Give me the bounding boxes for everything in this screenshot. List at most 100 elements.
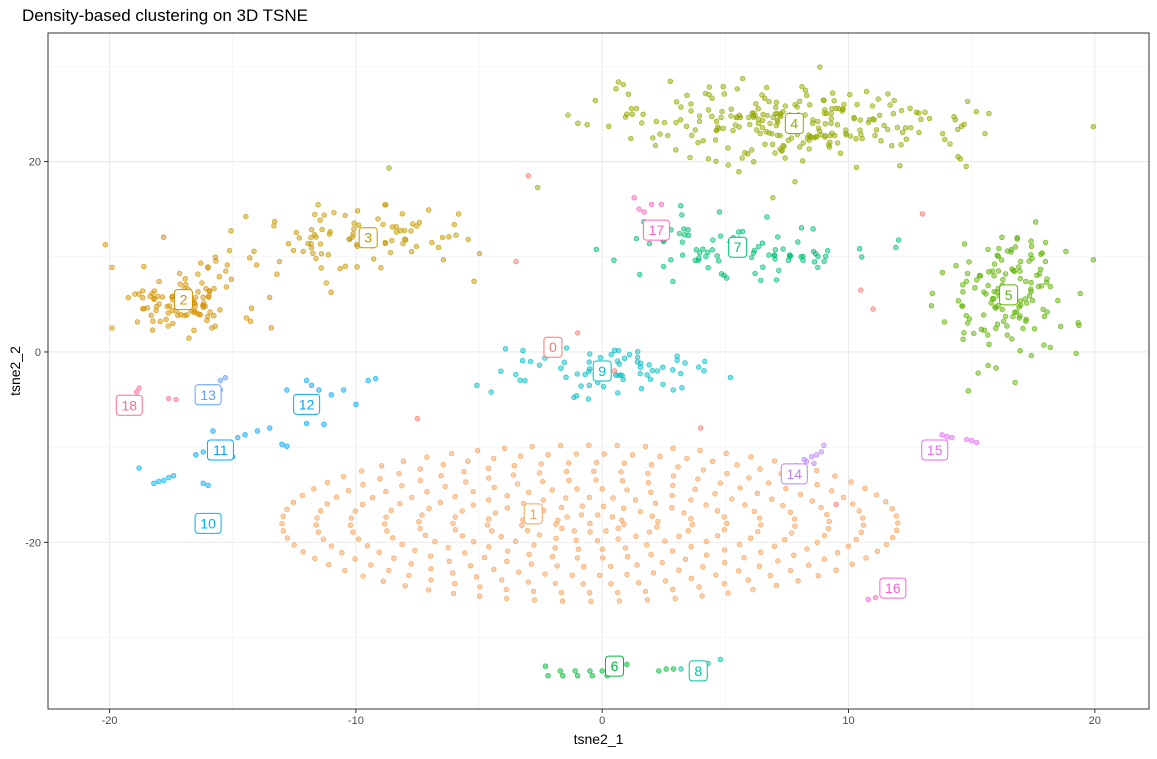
data-point	[153, 303, 160, 310]
data-point	[563, 468, 570, 475]
data-point	[166, 474, 172, 481]
data-point	[148, 312, 155, 318]
data-point	[898, 107, 905, 114]
data-point	[757, 466, 763, 472]
data-point	[1017, 275, 1023, 282]
data-point	[396, 470, 402, 477]
data-point	[365, 377, 371, 384]
data-point	[745, 577, 751, 583]
data-point	[318, 251, 325, 257]
data-point	[414, 415, 421, 422]
data-point	[563, 374, 569, 380]
data-point	[815, 264, 821, 271]
data-point	[1014, 236, 1020, 242]
data-point	[342, 263, 348, 269]
data-point	[873, 492, 880, 498]
data-point	[964, 98, 971, 105]
data-point	[280, 513, 286, 520]
data-point	[759, 124, 766, 131]
data-point	[765, 480, 772, 486]
data-point	[751, 508, 757, 515]
data-point	[462, 550, 468, 556]
data-point	[1057, 323, 1064, 330]
data-point	[706, 84, 712, 90]
data-point	[700, 246, 706, 252]
data-point	[328, 543, 334, 549]
data-point	[702, 358, 708, 365]
data-point	[1012, 379, 1018, 386]
data-point	[893, 513, 899, 519]
y-tick-label: 20	[29, 157, 41, 169]
data-point	[317, 217, 323, 223]
data-point	[849, 561, 855, 567]
data-point	[863, 88, 870, 95]
cluster-label-box	[605, 655, 625, 677]
data-point	[825, 525, 832, 532]
data-point	[985, 246, 991, 253]
data-point	[337, 265, 343, 272]
data-point	[267, 425, 273, 431]
data-point	[703, 502, 709, 508]
data-point	[247, 318, 254, 324]
data-point	[714, 533, 721, 539]
data-point	[758, 277, 764, 284]
data-point	[503, 586, 509, 593]
data-point	[762, 141, 768, 148]
data-point	[1000, 318, 1007, 325]
data-point	[311, 232, 318, 238]
data-point	[377, 476, 383, 482]
data-point	[465, 236, 471, 243]
data-point	[552, 545, 558, 551]
data-point	[669, 548, 676, 554]
data-point	[873, 127, 880, 133]
data-point	[845, 543, 851, 549]
data-point	[756, 515, 763, 521]
data-point	[810, 248, 817, 255]
data-point	[870, 306, 876, 312]
data-point	[688, 497, 694, 503]
data-point	[676, 230, 683, 237]
data-point	[653, 118, 659, 125]
data-point	[242, 432, 248, 438]
data-point	[922, 109, 928, 115]
data-point	[966, 316, 972, 322]
data-point	[419, 512, 425, 518]
data-point	[960, 336, 966, 342]
data-point	[448, 450, 455, 457]
data-point	[402, 236, 408, 242]
data-point	[621, 521, 627, 527]
data-point	[376, 549, 382, 555]
data-point	[386, 165, 392, 171]
data-point	[528, 561, 535, 567]
data-point	[575, 120, 581, 127]
data-point	[982, 130, 988, 137]
data-point	[688, 575, 694, 581]
data-point	[980, 312, 987, 318]
data-point	[929, 290, 936, 297]
cluster-label-box	[194, 384, 222, 406]
data-point	[621, 355, 628, 361]
data-point	[251, 248, 257, 255]
data-point	[718, 114, 724, 121]
cluster-label: 14	[787, 466, 803, 482]
data-point	[247, 255, 253, 261]
data-point	[191, 327, 197, 333]
data-point	[974, 277, 980, 283]
data-point	[352, 556, 358, 562]
data-point	[752, 270, 758, 277]
data-point	[102, 242, 109, 248]
data-point	[166, 395, 172, 402]
data-point	[582, 371, 588, 378]
data-point	[999, 234, 1005, 241]
data-point	[840, 494, 847, 500]
data-point	[609, 514, 616, 520]
data-point	[949, 434, 955, 441]
data-point	[874, 548, 881, 554]
data-point	[182, 312, 188, 319]
data-point	[721, 547, 728, 553]
data-point	[903, 136, 909, 142]
data-point	[1032, 219, 1039, 225]
data-point	[222, 375, 229, 381]
data-point	[271, 223, 277, 229]
data-point	[907, 105, 913, 112]
